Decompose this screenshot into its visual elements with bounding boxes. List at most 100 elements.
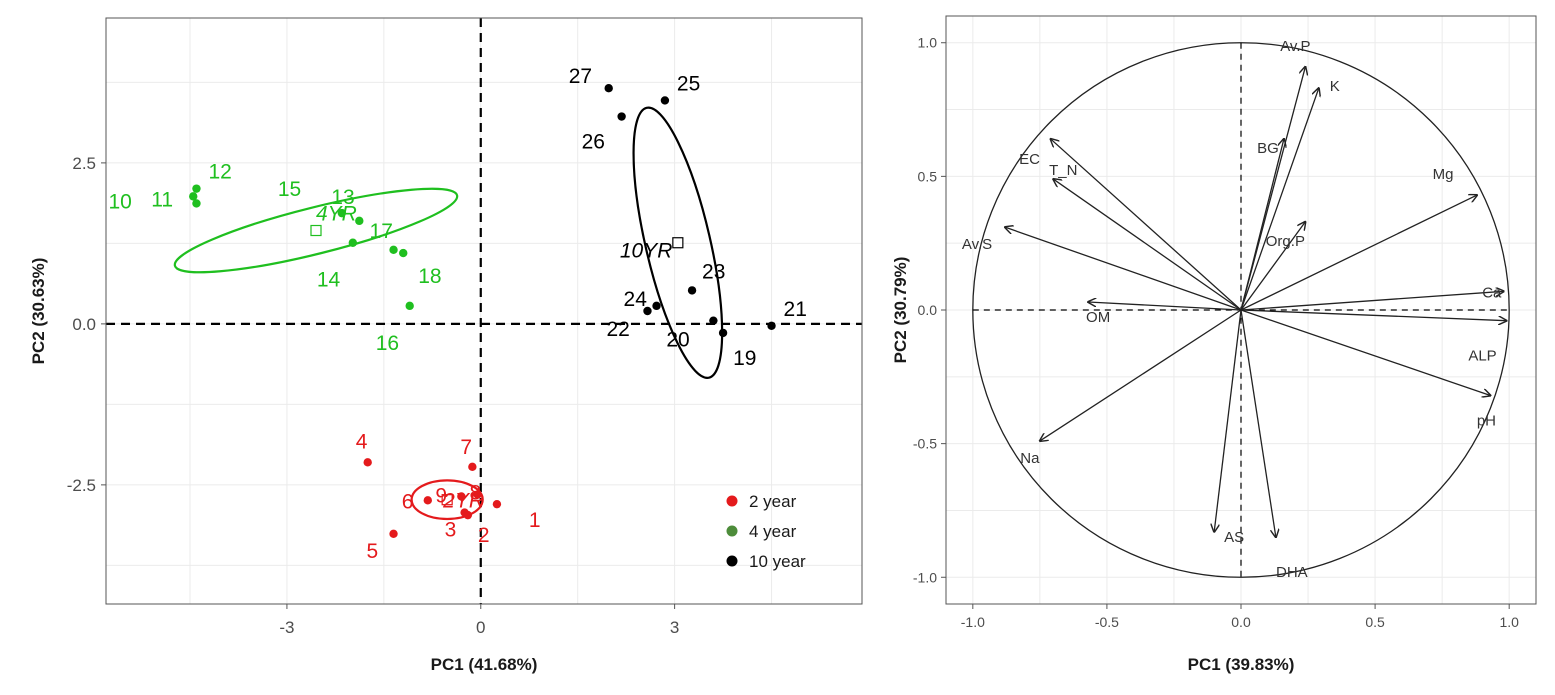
x-tick-label: 3 [670,618,679,637]
x-tick-label: -1.0 [961,614,985,630]
data-point [617,112,626,121]
data-point [709,316,718,325]
point-label: 14 [317,269,341,292]
data-point [718,328,728,338]
series-4-year: 4YR 10 11 12 13 14 15 16 17 18 [108,161,459,355]
loading-vector-bg: BG [1240,139,1284,311]
y-tick-label: 0.5 [918,168,938,184]
loading-arrow [1040,309,1242,441]
confidence-ellipse [410,479,484,521]
legend-label: 4 year [749,522,797,541]
data-point [652,301,661,311]
y-tick-label: 2.5 [72,154,96,173]
point-label: 4 [356,430,368,453]
legend-key [726,495,738,507]
loading-arrow [1240,139,1284,311]
y-tick-label: 0.0 [72,315,96,334]
data-point [399,248,408,258]
loading-vector-ec: EC [1019,139,1242,311]
data-point [457,492,466,501]
x-tick-label: 0 [476,618,485,637]
loading-arrow [1088,302,1242,311]
loading-label: ALP [1468,348,1496,365]
loading-label: Na [1020,450,1040,467]
point-label: 23 [702,260,725,283]
point-label: 26 [582,131,605,154]
data-point [189,192,198,201]
y-tick-label: -2.5 [67,476,96,495]
plot-frame [105,17,863,605]
loading-arrow [1005,227,1242,311]
loading-vector-k: K [1240,78,1340,311]
y-tick-label: 1.0 [918,35,938,51]
loading-label: OM [1086,309,1110,326]
loading-vector-alp: ALP [1240,309,1507,365]
loading-arrow [1051,139,1242,311]
loading-vector-na: Na [1020,309,1242,467]
data-point [363,458,372,467]
loading-label: Av.P [1280,38,1310,55]
point-label: 20 [666,329,689,352]
data-point [355,216,364,226]
loading-label: Ca [1482,284,1502,301]
point-label: 1 [529,509,541,532]
loading-label: Org.P [1266,233,1305,250]
point-label: 8 [470,482,482,505]
data-point [337,208,347,218]
loading-vector-om: OM [1086,302,1242,326]
point-label: 13 [331,186,354,209]
loading-label: EC [1019,151,1040,168]
x-axis-title: PC1 (41.68%) [431,655,538,674]
point-label: 25 [677,72,700,95]
data-point [192,199,201,208]
loading-label: Mg [1433,166,1454,183]
loading-label: pH [1477,413,1496,430]
point-label: 17 [370,220,393,243]
point-label: 11 [151,188,173,211]
y-tick-label: 0.0 [918,302,938,318]
loading-vector-as: AS [1214,309,1244,546]
loading-vector-mg: Mg [1240,166,1477,311]
data-point [767,321,776,331]
data-point [389,529,398,539]
loading-vector-ph: pH [1240,309,1496,430]
loading-arrow [1240,88,1319,311]
loading-arrow [1053,179,1242,311]
centroid-marker [441,494,453,506]
loading-arrow [1240,195,1477,311]
point-label: 21 [784,298,807,321]
point-label: 27 [569,65,592,88]
x-tick-label: 0.0 [1231,614,1251,630]
point-label: 19 [733,347,756,370]
point-label: 12 [208,161,231,184]
series-10-year: 10YR 19 20 21 22 23 24 25 26 27 [569,65,807,379]
data-point [405,301,414,311]
point-label: 15 [278,178,301,201]
data-point [468,462,477,472]
point-label: 7 [460,436,472,459]
x-tick-label: 0.5 [1365,614,1385,630]
x-tick-label: -3 [279,618,294,637]
confidence-ellipse [632,106,724,379]
data-point [492,499,502,509]
loading-vector-av-s: Av.S [962,227,1242,311]
data-point [192,184,201,193]
loading-label: DHA [1276,564,1308,581]
data-point [348,238,358,247]
loading-vector-t_n: T_N [1049,162,1242,311]
data-point [687,286,697,295]
point-label: 3 [445,519,457,542]
loading-arrow [1240,309,1490,396]
point-label: 18 [418,265,441,288]
data-point [389,245,398,255]
pca-loading-plot: -1.0 -0.5 0.0 0.5 1.0 -1.0 -0.5 0.0 0.5 1.0 PC1 (3… [891,15,1537,674]
point-label: 6 [402,490,414,513]
loading-label: AS [1224,529,1244,546]
loading-arrow [1240,309,1507,321]
centroid-label: 4YR [316,203,357,226]
loading-label: BG [1257,140,1279,157]
loading-label: Av.S [962,236,992,253]
loading-arrow [1240,309,1276,537]
